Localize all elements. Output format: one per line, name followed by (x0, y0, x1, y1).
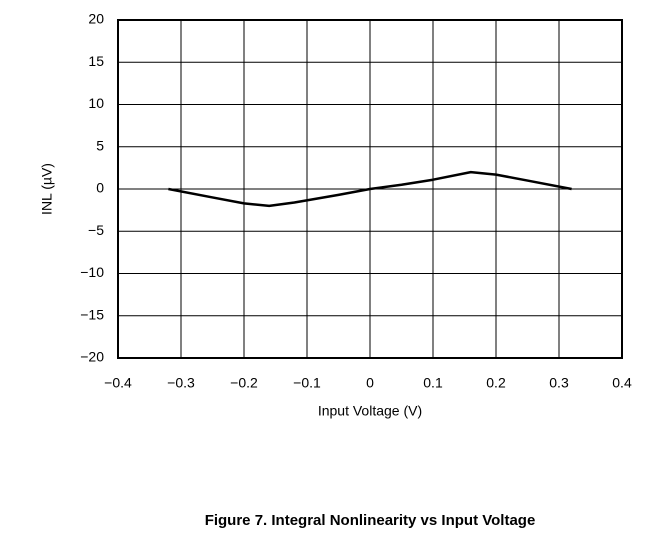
y-tick-label: −5 (88, 222, 104, 238)
y-tick-label: −15 (80, 306, 104, 322)
x-tick-label: −0.4 (104, 375, 132, 391)
y-tick-label: −10 (80, 264, 104, 280)
y-tick-label: 20 (88, 11, 104, 27)
y-tick-label: 0 (96, 180, 104, 196)
x-axis-label: Input Voltage (V) (318, 403, 422, 419)
y-tick-label: 5 (96, 137, 104, 153)
plot-frame (117, 19, 623, 359)
data-line (168, 170, 572, 208)
y-tick-label: 10 (88, 95, 104, 111)
x-tick-label: 0.4 (612, 375, 632, 391)
x-tick-label: −0.1 (293, 375, 321, 391)
x-tick-label: −0.3 (167, 375, 195, 391)
x-tick-label: −0.2 (230, 375, 258, 391)
y-tick-label: 15 (88, 53, 104, 69)
x-tick-label: 0.3 (549, 375, 569, 391)
x-tick-label: 0.2 (486, 375, 506, 391)
chart-title: Figure 7. Integral Nonlinearity vs Input… (205, 512, 536, 529)
y-tick-label: −20 (80, 349, 104, 365)
x-tick-label: 0 (366, 375, 374, 391)
y-axis-label: INL (µV) (39, 163, 55, 215)
x-tick-label: 0.1 (423, 375, 443, 391)
